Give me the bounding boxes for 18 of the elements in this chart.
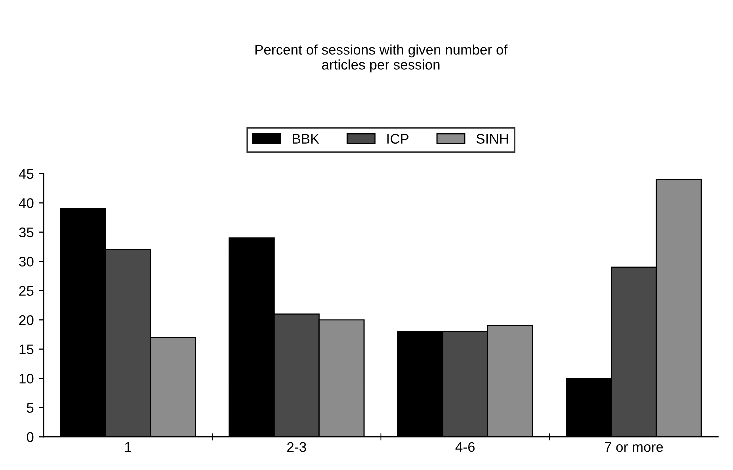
- legend-label: BBK: [293, 134, 320, 144]
- y-tick-label: 40: [19, 198, 34, 208]
- legend-label: SINH: [476, 134, 508, 144]
- y-tick-label: 25: [20, 286, 34, 296]
- x-tick-label: 4-6: [456, 442, 475, 452]
- y-tick-label: 5: [27, 403, 34, 414]
- y-tick-label: 45: [19, 169, 34, 180]
- chart-title: Percent of sessions with given number of articles per session: [256, 44, 508, 73]
- x-tick-label: 2-3: [288, 442, 306, 452]
- y-tick-label: 35: [19, 228, 34, 238]
- x-tick-label: 7 or more: [605, 442, 664, 452]
- y-tick-label: 30: [19, 256, 34, 267]
- y-tick-label: 10: [20, 374, 34, 384]
- legend-label: ICP: [388, 134, 409, 144]
- y-tick-label: 15: [20, 344, 34, 355]
- y-tick-label: 0: [27, 432, 34, 442]
- x-tick-label: 1: [125, 442, 132, 452]
- y-tick-label: 20: [20, 315, 34, 326]
